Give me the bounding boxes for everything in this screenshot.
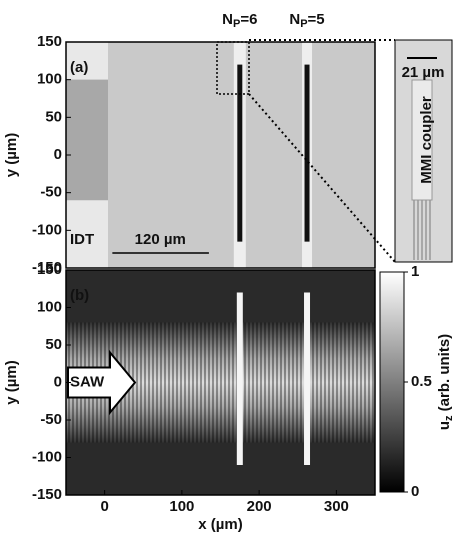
y-tick-label: -100 — [32, 448, 62, 465]
annotation-idt: IDT — [70, 231, 94, 248]
y-axis-label: y (µm) — [3, 360, 20, 404]
inset-label: MMI coupler — [418, 96, 435, 184]
y-tick-label: -50 — [40, 411, 62, 428]
panel-label: (a) — [70, 59, 88, 76]
idt-electrode — [66, 200, 108, 268]
colorbar-tick-label: 1 — [411, 263, 419, 280]
inset-coupler — [411, 79, 433, 201]
saw-arrow — [67, 349, 137, 416]
x-tick-label: 0 — [100, 498, 108, 515]
y-tick-label: 100 — [37, 298, 62, 315]
y-tick-label: 0 — [54, 373, 62, 390]
waveguide — [237, 64, 243, 242]
y-tick-label: 50 — [45, 336, 62, 353]
x-tick-label: 100 — [169, 498, 194, 515]
y-tick-label: 0 — [54, 146, 62, 163]
y-tick-label: 100 — [37, 71, 62, 88]
annotation-saw: SAW — [70, 373, 105, 390]
inset-width: 21 µm — [402, 64, 445, 81]
annotation-distance: 120 µm — [135, 231, 186, 248]
y-axis-label: y (µm) — [3, 133, 20, 177]
annotation-np5-sub: P — [300, 18, 307, 30]
x-axis-label: x (µm) — [198, 516, 242, 533]
annotation-np5-main: N — [289, 11, 300, 28]
colorbar-label-sub: z — [443, 415, 455, 421]
y-tick-label: -150 — [32, 486, 62, 503]
colorbar-label: uz (arb. units) — [436, 334, 455, 430]
image-bg — [66, 42, 375, 268]
annotation-np5-rest: =5 — [308, 11, 325, 28]
annotation-np6-rest: =6 — [240, 11, 257, 28]
colorbar-tick-label: 0.5 — [411, 373, 432, 390]
y-tick-label: 150 — [37, 261, 62, 278]
colorbar — [379, 271, 405, 493]
y-tick-label: -150 — [32, 259, 62, 276]
colorbar-tick-label: 0 — [411, 483, 419, 500]
annotation-np6-sub: P — [233, 18, 240, 30]
colorbar-label-rest: (arb. units) — [436, 334, 453, 416]
annotation-np6-main: N — [222, 11, 233, 28]
panel-label: (b) — [70, 287, 89, 304]
x-tick-label: 200 — [247, 498, 272, 515]
zoom-line — [248, 93, 396, 263]
x-tick-label: 300 — [324, 498, 349, 515]
colorbar-label-main: u — [436, 421, 453, 430]
y-tick-label: -50 — [40, 184, 62, 201]
waveguide-mode — [304, 292, 311, 465]
annotation-np5: NP=5 — [289, 11, 324, 30]
idt-body — [66, 79, 108, 201]
y-tick-label: 50 — [45, 108, 62, 125]
waveguide — [304, 64, 310, 242]
idt-electrode — [66, 42, 108, 80]
y-tick-label: 150 — [37, 33, 62, 50]
waveguide-mode — [236, 292, 243, 465]
y-tick-label: -100 — [32, 221, 62, 238]
annotation-np6: NP=6 — [222, 11, 257, 30]
